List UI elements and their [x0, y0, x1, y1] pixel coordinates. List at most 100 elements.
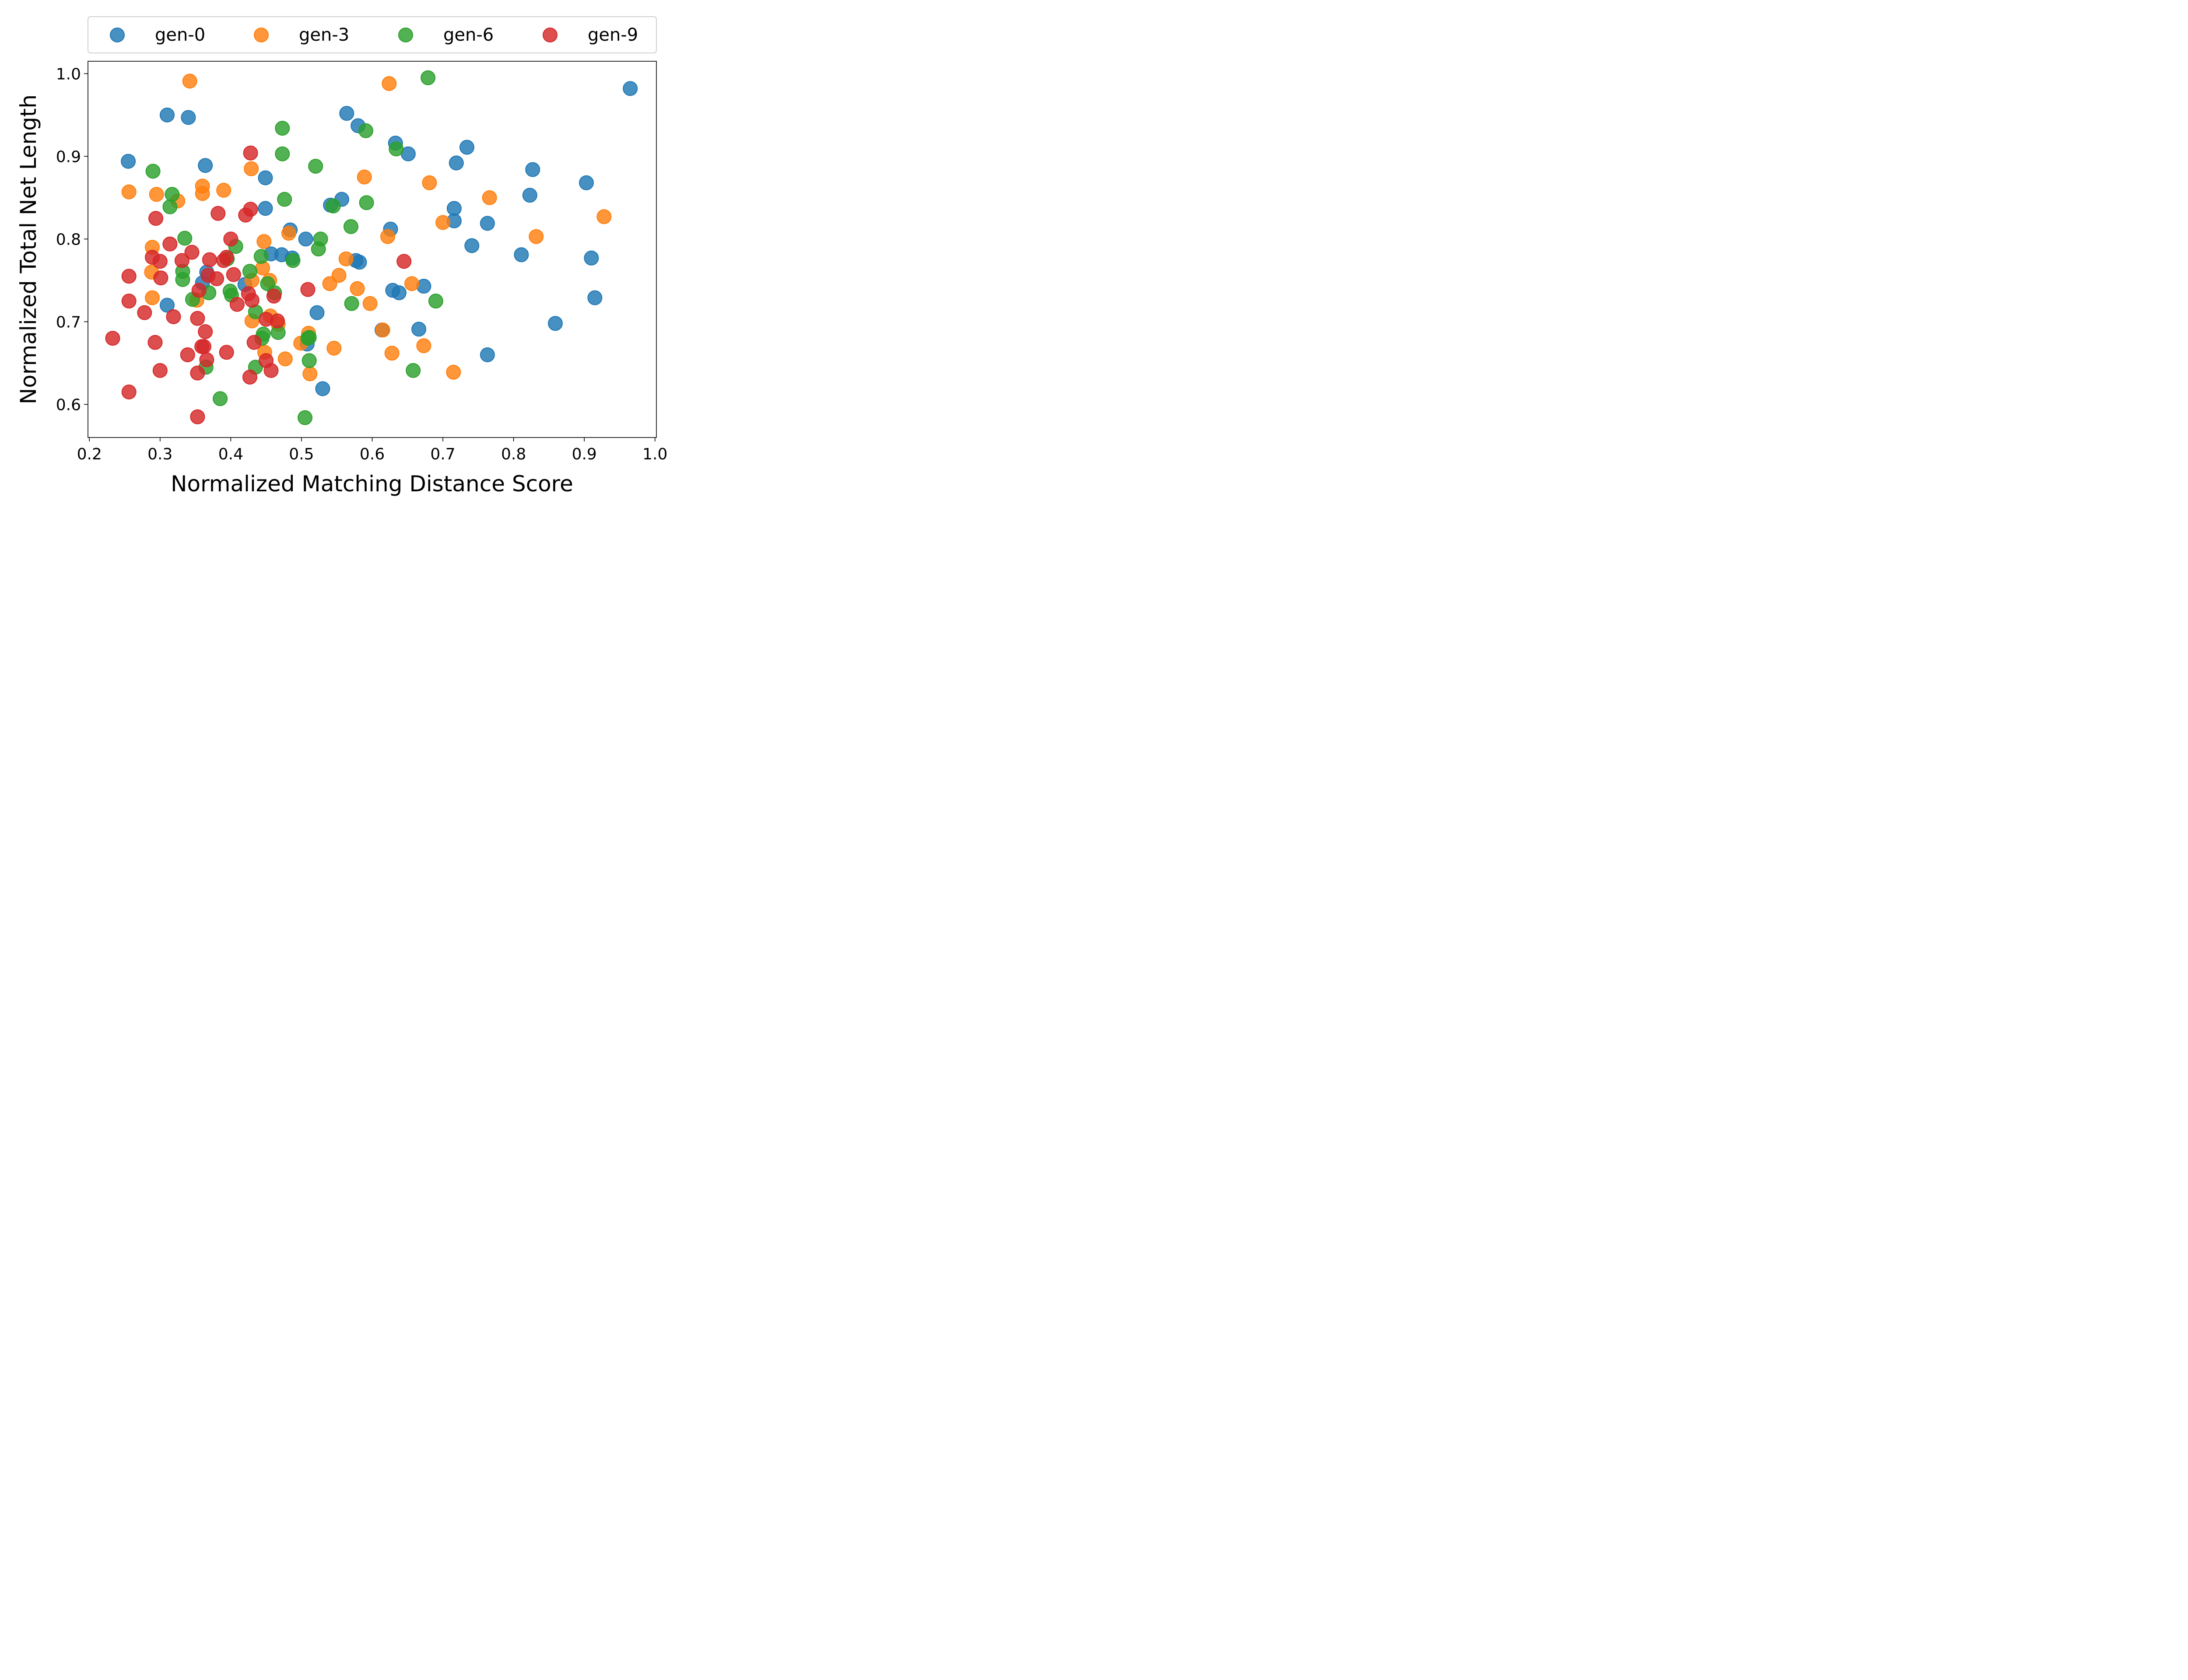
- scatter-point: [446, 364, 461, 380]
- x-tick-label: 0.3: [147, 445, 172, 463]
- scatter-point: [153, 270, 168, 286]
- scatter-point: [396, 254, 412, 269]
- scatter-point: [416, 338, 431, 354]
- scatter-point: [121, 385, 137, 399]
- scatter-point: [275, 146, 290, 161]
- scatter-point: [358, 123, 373, 138]
- x-tick-label: 0.6: [360, 445, 385, 463]
- scatter-point: [548, 316, 563, 331]
- scatter-point: [219, 250, 234, 265]
- scatter-point: [209, 271, 224, 287]
- scatter-point: [380, 229, 395, 244]
- scatter-point: [216, 182, 231, 198]
- scatter-point: [459, 140, 474, 155]
- scatter-point: [147, 335, 163, 350]
- scatter-point: [219, 345, 234, 360]
- scatter-point: [480, 216, 495, 231]
- scatter-point: [326, 198, 341, 214]
- scatter-point: [357, 169, 372, 185]
- scatter-point: [275, 121, 290, 136]
- scatter-point: [298, 231, 313, 247]
- scatter-point: [229, 297, 245, 312]
- scatter-point: [428, 294, 443, 309]
- scatter-point: [196, 339, 211, 354]
- x-tick-label: 0.4: [218, 445, 243, 463]
- scatter-point: [213, 391, 228, 406]
- scatter-point: [584, 250, 599, 266]
- y-tick-label: 1.0: [56, 65, 81, 83]
- scatter-point: [195, 186, 210, 201]
- scatter-point: [344, 219, 358, 234]
- scatter-point: [384, 346, 400, 361]
- scatter-point: [446, 201, 462, 216]
- scatter-point: [198, 324, 213, 340]
- scatter-point: [175, 272, 190, 287]
- scatter-point: [411, 322, 427, 337]
- data-points: [105, 70, 638, 425]
- scatter-point: [152, 363, 168, 378]
- scatter-point: [199, 352, 214, 368]
- legend-label: gen-9: [588, 25, 638, 45]
- scatter-point: [350, 281, 365, 296]
- scatter-point: [416, 279, 431, 294]
- scatter-chart: gen-0 gen-3 gen-6 gen-9 0.2 0.3 0.4 0.5 0.6 0.7 0…: [0, 0, 680, 510]
- y-tick-label: 0.9: [56, 148, 81, 166]
- scatter-point: [352, 255, 367, 270]
- scatter-point: [177, 231, 193, 246]
- scatter-point: [242, 264, 257, 279]
- scatter-point: [344, 296, 359, 311]
- scatter-point: [244, 293, 259, 308]
- scatter-point: [162, 199, 178, 214]
- x-tick-label: 0.5: [289, 445, 314, 463]
- scatter-point: [174, 253, 189, 268]
- scatter-point: [190, 365, 205, 381]
- scatter-point: [435, 215, 451, 230]
- legend: gen-0 gen-3 gen-6 gen-9: [88, 16, 657, 53]
- legend-marker: [110, 28, 125, 42]
- legend-label: gen-6: [443, 25, 494, 45]
- scatter-point: [331, 268, 347, 283]
- scatter-point: [522, 188, 537, 203]
- scatter-point: [180, 347, 195, 362]
- scatter-point: [145, 290, 160, 305]
- scatter-point: [596, 209, 612, 224]
- scatter-point: [480, 347, 495, 362]
- scatter-point: [579, 175, 594, 190]
- scatter-point: [148, 211, 164, 226]
- series-gen-9: [105, 145, 412, 424]
- scatter-point: [184, 245, 200, 260]
- scatter-point: [406, 363, 421, 378]
- scatter-point: [449, 155, 464, 171]
- scatter-point: [302, 330, 317, 345]
- x-tick-label: 1.0: [642, 445, 667, 463]
- scatter-point: [242, 370, 257, 385]
- scatter-point: [121, 294, 137, 309]
- scatter-point: [258, 170, 273, 186]
- scatter-point: [326, 340, 342, 356]
- x-tick-label: 0.7: [430, 445, 455, 463]
- scatter-point: [244, 161, 259, 176]
- scatter-point: [514, 247, 529, 262]
- scatter-point: [210, 206, 226, 221]
- scatter-point: [302, 353, 317, 368]
- scatter-point: [121, 184, 137, 200]
- x-axis-label: Normalized Matching Distance Score: [171, 471, 573, 497]
- scatter-point: [587, 290, 603, 305]
- scatter-point: [121, 269, 137, 284]
- legend-label: gen-3: [299, 25, 349, 45]
- scatter-point: [300, 282, 316, 297]
- scatter-point: [190, 409, 205, 424]
- y-tick-label: 0.6: [56, 396, 81, 414]
- scatter-point: [226, 267, 241, 282]
- x-tick-label: 0.8: [501, 445, 526, 463]
- scatter-point: [160, 298, 175, 313]
- scatter-point: [338, 251, 354, 266]
- scatter-point: [464, 238, 480, 253]
- scatter-point: [389, 141, 404, 157]
- scatter-point: [263, 363, 279, 378]
- y-axis-label: Normalized Total Net Length: [16, 94, 41, 404]
- scatter-point: [253, 249, 269, 264]
- scatter-point: [246, 335, 262, 350]
- scatter-point: [137, 305, 152, 320]
- axis-ticks: 0.2 0.3 0.4 0.5 0.6 0.7 0.8 0.9 1.0 0.6 0.7 0.8 0.9 1…: [56, 65, 668, 463]
